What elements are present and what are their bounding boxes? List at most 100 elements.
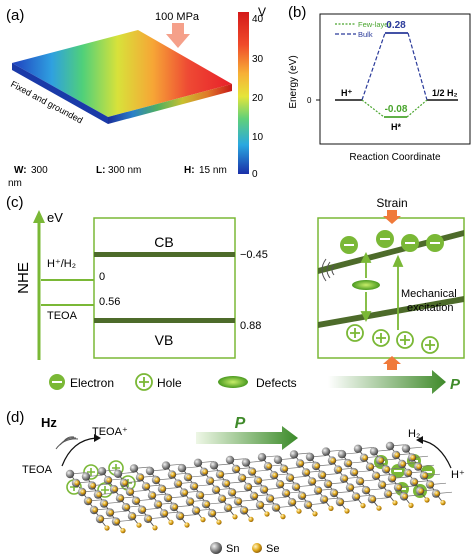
energy-ylabel: Energy (eV) — [288, 55, 299, 108]
se-atom — [104, 525, 110, 531]
cb-value: −0.45 — [240, 249, 268, 261]
se-atom — [152, 525, 158, 531]
se-legend-label: Se — [266, 543, 279, 555]
se-atom — [256, 478, 262, 484]
legend-defects: Defects — [256, 376, 297, 390]
sn-atom — [401, 444, 411, 453]
se-atom — [186, 474, 192, 480]
se-atom — [362, 455, 368, 461]
se-atom — [178, 513, 184, 519]
defect-site — [352, 280, 380, 290]
state-hstar: H* — [391, 122, 401, 132]
sn-atom — [369, 447, 379, 456]
hplus-label: H⁺/H₂ — [47, 258, 76, 270]
se-atom — [248, 516, 254, 523]
se-atom — [374, 473, 380, 479]
sound-waves-c — [321, 258, 335, 282]
se-atom — [418, 488, 424, 494]
legend-hole: Hole — [157, 376, 182, 390]
se-atom — [424, 497, 430, 503]
se-atom — [354, 494, 360, 500]
se-atom — [394, 452, 400, 458]
state-hplus: H⁺ — [341, 88, 352, 98]
sn-legend-icon — [210, 542, 222, 554]
se-atom — [364, 487, 370, 493]
sn-atom — [129, 464, 139, 473]
se-atom — [194, 508, 200, 514]
se-atom — [384, 466, 390, 472]
bulk-path — [361, 32, 428, 101]
se-atom — [312, 511, 318, 517]
se-atom — [232, 514, 238, 520]
colorbar-tick-0: 0 — [252, 169, 258, 180]
teoa-plus-label: TEOA⁺ — [92, 426, 128, 438]
se-atom — [102, 501, 108, 507]
sn-atom — [337, 450, 347, 459]
sn-atom — [81, 472, 91, 481]
sn-atom — [161, 461, 171, 470]
sn-atom — [225, 455, 235, 465]
electrons-c — [340, 230, 444, 254]
snse-lattice — [65, 441, 453, 534]
se-atom — [274, 505, 280, 511]
se-atom — [214, 487, 220, 493]
se-atom — [170, 472, 176, 478]
se-atom — [326, 481, 332, 487]
se-atom — [360, 503, 366, 509]
nhe-label: NHE — [15, 262, 32, 294]
se-atom — [220, 496, 226, 502]
se-atom — [378, 457, 384, 463]
dim-l-value: 300 nm — [108, 165, 141, 176]
sn-atom — [353, 444, 363, 453]
dim-h-value: 15 nm — [199, 165, 227, 176]
vb-band — [94, 318, 235, 323]
legend-electron-icon — [49, 374, 65, 390]
bulk-value: 0.28 — [386, 20, 406, 31]
h2-label: H₂ — [408, 428, 420, 440]
p-label-d: P — [235, 415, 246, 432]
se-atom — [428, 482, 434, 488]
se-atom — [144, 483, 150, 489]
teoa-value: 0.56 — [99, 296, 120, 308]
se-atom — [218, 471, 224, 477]
se-atom — [74, 480, 80, 486]
se-atom — [262, 487, 268, 493]
se-atom — [224, 480, 230, 486]
se-atom — [344, 508, 350, 514]
dim-h-key: H: — [184, 165, 195, 176]
sound-waves-d — [55, 436, 79, 450]
se-atom — [200, 517, 206, 523]
se-atom — [320, 472, 326, 478]
colorbar-tick-30: 30 — [252, 54, 264, 65]
hz-label: Hz — [41, 415, 57, 430]
se-atom — [284, 490, 290, 496]
se-atom — [90, 483, 96, 489]
sn-atom — [257, 453, 267, 462]
se-atom — [98, 516, 104, 522]
se-atom — [300, 493, 306, 499]
colorbar-tick-20: 20 — [252, 93, 264, 104]
strain-label: Strain — [376, 196, 407, 210]
se-atom — [242, 507, 248, 513]
se-atom — [330, 458, 336, 464]
panel-a-label: (a) — [6, 7, 24, 24]
vb-label: VB — [155, 332, 174, 348]
se-atom — [282, 466, 288, 472]
se-atom — [380, 482, 386, 488]
se-atom — [86, 498, 92, 504]
sn-atom — [289, 450, 299, 459]
se-atom — [348, 485, 354, 491]
se-atom — [150, 492, 156, 498]
se-atom — [80, 489, 86, 495]
sn-atom — [145, 466, 155, 476]
se-atom — [176, 481, 182, 487]
se-atom — [264, 511, 270, 517]
se-atom — [288, 475, 294, 481]
se-atom — [412, 479, 418, 485]
se-atom — [440, 500, 446, 506]
se-atom — [184, 522, 190, 528]
se-atom — [322, 496, 328, 502]
se-atom — [246, 484, 252, 490]
se-atom — [192, 483, 198, 489]
